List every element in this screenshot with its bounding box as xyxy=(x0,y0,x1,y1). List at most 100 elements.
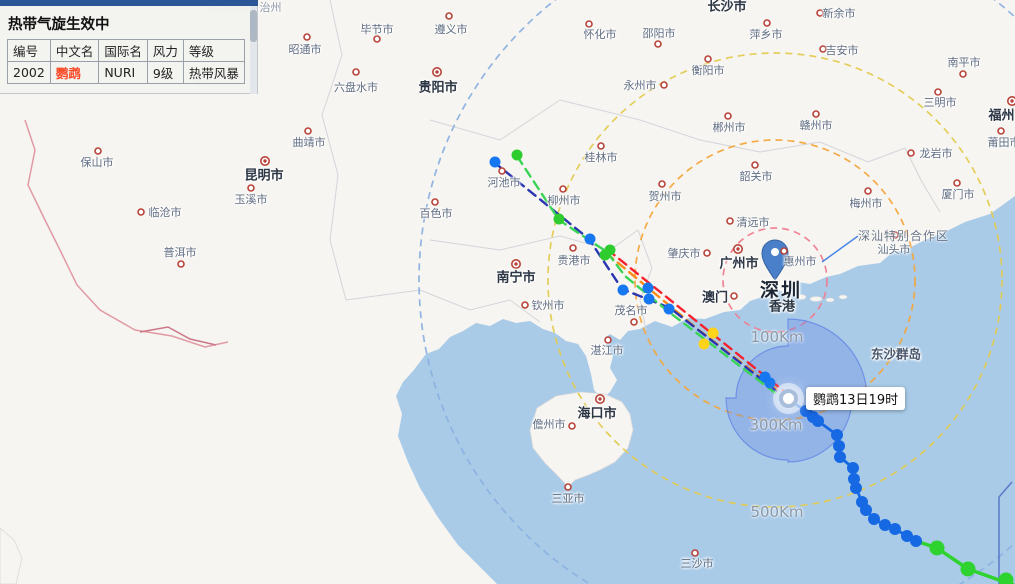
city-marker-icon xyxy=(907,149,915,157)
province-border xyxy=(345,289,541,323)
col-level: 等级 xyxy=(182,39,245,62)
city-marker-icon xyxy=(585,20,593,28)
cyclone-table: 编号 中文名 国际名 风力 等级 2002 鹦鹉 NURI 9级 热带风暴 xyxy=(7,39,245,84)
city-marker-icon xyxy=(568,422,576,430)
city-marker-icon xyxy=(597,142,605,150)
distance-ring xyxy=(547,52,1003,508)
city-marker-icon xyxy=(137,208,145,216)
pin-dot xyxy=(771,248,779,256)
cell-id: 2002 xyxy=(7,61,51,84)
city-marker-icon xyxy=(654,40,662,48)
city-marker-icon xyxy=(521,301,529,309)
capital-marker-dot xyxy=(598,397,602,401)
city-marker-icon xyxy=(373,35,381,43)
forecast-point xyxy=(584,233,596,245)
forecast-point xyxy=(642,282,654,294)
city-marker-icon xyxy=(564,483,572,491)
panel-scrollbar[interactable] xyxy=(250,6,257,94)
forecast-point xyxy=(511,149,523,161)
track-point-blue xyxy=(879,519,891,531)
history-track-green xyxy=(915,539,1015,584)
city-marker-icon xyxy=(304,127,312,135)
forecast-track xyxy=(606,248,792,398)
city-marker-icon xyxy=(864,187,872,195)
capital-marker-dot xyxy=(736,247,740,251)
panel-title: 热带气旋生效中 xyxy=(8,17,110,33)
col-intl-name: 国际名 xyxy=(98,39,148,62)
track-point-blue xyxy=(833,440,845,452)
city-marker-icon xyxy=(559,185,567,193)
capital-marker-dot xyxy=(435,70,439,74)
track-point-blue xyxy=(910,535,922,547)
city-marker-icon xyxy=(763,19,771,27)
city-marker-icon xyxy=(247,184,255,192)
city-marker-icon xyxy=(703,249,711,257)
typhoon-current-position-marker[interactable] xyxy=(778,388,798,408)
island xyxy=(0,527,23,584)
track-point-blue xyxy=(812,415,824,427)
track-point-blue xyxy=(831,429,843,441)
islet xyxy=(838,294,848,300)
city-marker-icon xyxy=(660,81,668,89)
cell-intl-name: NURI xyxy=(98,61,148,84)
distance-ring xyxy=(722,227,828,333)
cell-level: 热带风暴 xyxy=(182,61,245,84)
forecast-point xyxy=(599,249,611,261)
forecast-point xyxy=(663,303,675,315)
city-marker-icon xyxy=(780,247,788,255)
city-marker-icon xyxy=(352,68,360,76)
forecast-point xyxy=(643,293,655,305)
track-point-blue xyxy=(848,473,860,485)
cell-wind: 9级 xyxy=(146,61,184,84)
city-marker-icon xyxy=(604,336,612,344)
city-marker-icon xyxy=(724,112,732,120)
wind-circle xyxy=(725,318,868,463)
track-point-blue xyxy=(868,513,880,525)
cell-cn-name: 鹦鹉 xyxy=(49,61,100,84)
boundary-line xyxy=(998,481,1013,584)
islet xyxy=(809,296,823,302)
tropical-cyclone-panel: 热带气旋生效中 编号 中文名 国际名 风力 等级 2002 鹦鹉 NURI 9级… xyxy=(0,6,258,94)
city-marker-icon xyxy=(997,127,1005,135)
distance-ring xyxy=(418,0,1015,584)
capital-marker-dot xyxy=(514,262,518,266)
annotation-pointer-line xyxy=(821,235,859,263)
capital-marker-dot xyxy=(263,159,267,163)
city-marker-icon xyxy=(445,12,453,20)
city-marker-icon xyxy=(498,167,506,175)
island xyxy=(529,391,634,488)
distance-ring xyxy=(634,139,916,421)
forecast-point xyxy=(698,338,710,350)
city-marker-icon xyxy=(691,549,699,557)
capital-marker-dot xyxy=(1010,99,1014,103)
city-marker-icon xyxy=(934,88,942,96)
forecast-point xyxy=(553,213,565,225)
panel-top-strip xyxy=(0,0,258,6)
city-marker-icon xyxy=(726,217,734,225)
city-marker-icon xyxy=(177,260,185,268)
track-point-blue xyxy=(847,462,859,474)
track-point-green xyxy=(998,572,1014,584)
province-border xyxy=(321,0,347,301)
province-border xyxy=(559,99,906,163)
city-marker-icon xyxy=(730,292,738,300)
islet xyxy=(795,294,807,300)
city-marker-icon xyxy=(751,161,759,169)
city-marker-icon xyxy=(819,45,827,53)
track-point-green xyxy=(960,561,976,577)
city-marker-icon xyxy=(94,147,102,155)
city-marker-icon xyxy=(431,198,439,206)
province-border xyxy=(24,119,229,348)
table-header-row: 编号 中文名 国际名 风力 等级 xyxy=(7,39,245,62)
forecast-point xyxy=(707,327,719,339)
province-border xyxy=(139,326,217,346)
city-marker-icon xyxy=(704,55,712,63)
track-point-blue xyxy=(860,504,872,516)
table-row[interactable]: 2002 鹦鹉 NURI 9级 热带风暴 xyxy=(7,61,245,84)
panel-scrollbar-thumb[interactable] xyxy=(250,10,257,42)
forecast-point xyxy=(489,156,501,168)
col-id: 编号 xyxy=(7,39,51,62)
islet xyxy=(825,297,835,303)
